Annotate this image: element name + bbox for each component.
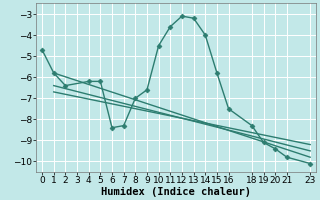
X-axis label: Humidex (Indice chaleur): Humidex (Indice chaleur) xyxy=(101,186,251,197)
